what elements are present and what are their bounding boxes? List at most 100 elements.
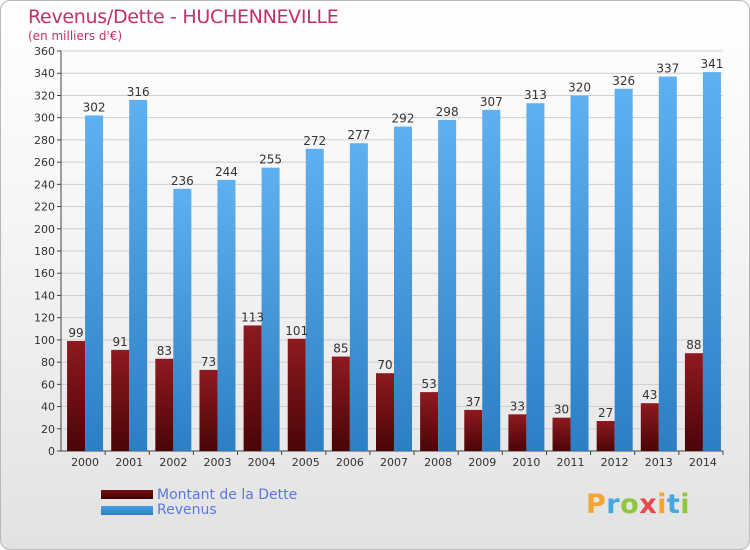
chart-title: Revenus/Dette - HUCHENNEVILLE (28, 6, 339, 28)
data-label-revenus-2000: 302 (83, 100, 106, 114)
x-tick-label-2014: 2014 (689, 456, 717, 469)
y-tick-label: 80 (41, 356, 55, 369)
logo-letter: i (657, 489, 667, 520)
bar-debt-2008 (420, 392, 439, 451)
bar-debt-2014 (684, 353, 703, 451)
data-label-revenus-2010: 313 (524, 88, 547, 102)
data-label-revenus-2002: 236 (171, 174, 194, 188)
y-tick-label: 160 (34, 267, 55, 280)
bar-revenus-2013 (658, 76, 677, 452)
y-tick-label: 20 (41, 423, 55, 436)
x-tick-label-2004: 2004 (248, 456, 276, 469)
data-label-debt-2014: 88 (686, 338, 701, 352)
data-label-debt-2000: 99 (68, 326, 83, 340)
bar-debt-2006 (331, 356, 350, 451)
y-tick-label: 180 (34, 245, 55, 258)
x-tick-label-2011: 2011 (557, 456, 585, 469)
bar-revenus-2012 (614, 88, 633, 452)
y-tick-label: 100 (34, 334, 55, 347)
data-label-revenus-2013: 337 (656, 62, 679, 76)
x-tick-label-2008: 2008 (424, 456, 452, 469)
bar-debt-2011 (552, 417, 571, 451)
data-label-debt-2009: 37 (466, 395, 481, 409)
bar-debt-2009 (464, 409, 483, 451)
x-tick-label-2001: 2001 (115, 456, 143, 469)
data-label-revenus-2004: 255 (259, 153, 282, 167)
bar-debt-2003 (199, 369, 218, 451)
logo-letter: r (606, 489, 621, 520)
x-tick-label-2013: 2013 (645, 456, 673, 469)
data-label-debt-2010: 33 (510, 399, 525, 413)
y-tick-label: 120 (34, 312, 55, 325)
bar-debt-2004 (243, 325, 262, 451)
bar-revenus-2000 (85, 115, 104, 451)
x-tick-label-2009: 2009 (468, 456, 496, 469)
x-tick-label-2012: 2012 (601, 456, 629, 469)
data-label-revenus-2008: 298 (436, 105, 459, 119)
data-label-debt-2006: 85 (333, 342, 348, 356)
bar-revenus-2004 (261, 167, 280, 451)
data-label-debt-2002: 83 (157, 344, 172, 358)
bar-revenus-2007 (394, 126, 412, 452)
y-tick-label: 260 (34, 156, 55, 169)
data-label-revenus-2014: 341 (700, 57, 723, 71)
data-label-debt-2011: 30 (554, 403, 569, 417)
data-label-revenus-2012: 326 (612, 74, 635, 88)
logo-letter: P (586, 489, 607, 520)
y-tick-label: 340 (34, 67, 55, 80)
bar-revenus-2010 (526, 103, 545, 451)
data-label-debt-2003: 73 (201, 355, 216, 369)
bar-debt-2000 (67, 341, 86, 451)
data-label-debt-2001: 91 (113, 335, 128, 349)
data-label-debt-2012: 27 (598, 406, 613, 420)
data-label-revenus-2006: 277 (347, 128, 370, 142)
data-label-revenus-2009: 307 (480, 95, 503, 109)
bar-debt-2001 (111, 349, 130, 451)
x-tick-label-2002: 2002 (159, 456, 187, 469)
proxiti-logo: Proxiti (586, 489, 690, 520)
data-label-revenus-2007: 292 (392, 112, 415, 126)
bar-revenus-2006 (349, 143, 368, 451)
data-label-revenus-2005: 272 (303, 134, 326, 148)
y-tick-label: 300 (34, 112, 55, 125)
bar-debt-2010 (508, 414, 527, 451)
y-tick-label: 200 (34, 223, 55, 236)
y-tick-label: 360 (34, 45, 55, 58)
data-label-debt-2013: 43 (642, 388, 657, 402)
data-label-debt-2007: 70 (377, 358, 392, 372)
data-label-debt-2004: 113 (241, 310, 264, 324)
bar-revenus-2009 (482, 109, 501, 451)
bar-revenus-2008 (438, 119, 457, 451)
data-label-revenus-2001: 316 (127, 85, 150, 99)
data-label-debt-2005: 101 (285, 324, 308, 338)
y-tick-label: 60 (41, 378, 55, 391)
bar-debt-2002 (155, 358, 174, 451)
x-tick-label-2006: 2006 (336, 456, 364, 469)
y-tick-label: 40 (41, 401, 55, 414)
x-tick-label-2000: 2000 (71, 456, 99, 469)
bar-revenus-2014 (702, 72, 721, 451)
chart-subtitle: (en milliers d'€) (28, 29, 123, 43)
bar-revenus-2011 (570, 95, 589, 451)
bar-revenus-2003 (217, 179, 236, 451)
x-tick-label-2005: 2005 (292, 456, 320, 469)
data-label-revenus-2003: 244 (215, 165, 238, 179)
y-tick-label: 280 (34, 134, 55, 147)
legend-swatch-revenus (101, 506, 153, 515)
bar-debt-2005 (287, 338, 306, 451)
bar-revenus-2001 (129, 99, 148, 451)
bar-debt-2013 (640, 403, 659, 451)
bar-debt-2012 (596, 421, 615, 451)
y-tick-label: 0 (48, 445, 55, 458)
y-tick-label: 220 (34, 201, 55, 214)
bar-revenus-2002 (173, 188, 192, 451)
logo-letter: o (620, 489, 640, 520)
y-tick-label: 140 (34, 289, 55, 302)
bar-debt-2007 (376, 373, 394, 451)
logo-letter: t (666, 489, 681, 520)
bar-revenus-2005 (305, 148, 324, 451)
y-tick-label: 320 (34, 89, 55, 102)
legend-swatch-debt (101, 490, 153, 499)
